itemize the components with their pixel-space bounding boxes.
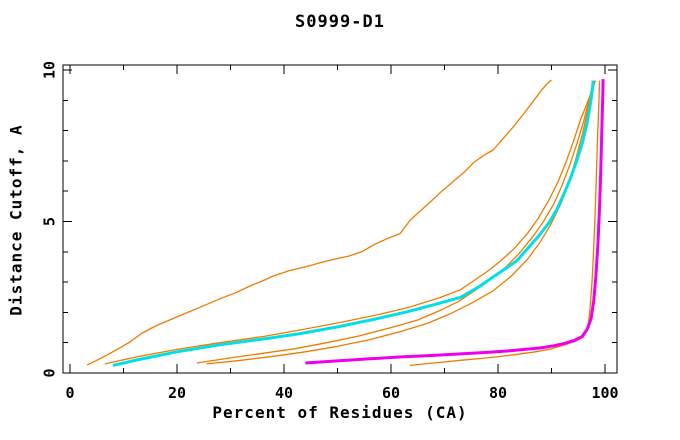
series-line-orange-5 <box>409 80 601 367</box>
series-line-orange-2 <box>104 80 597 365</box>
x-tick-label: 0 <box>65 384 74 402</box>
x-tick-label: 20 <box>168 384 186 402</box>
x-tick-label: 60 <box>382 384 400 402</box>
x-tick-label: 100 <box>591 384 618 402</box>
y-tick-label: 10 <box>41 61 59 79</box>
series-line-magenta <box>305 79 605 365</box>
chart-title: S0999-D1 <box>295 12 385 32</box>
x-axis-label: Percent of Residues (CA) <box>212 403 468 422</box>
series-line-orange-4 <box>206 80 596 365</box>
series-line-cyan <box>112 80 595 367</box>
y-tick-label: 5 <box>41 217 59 226</box>
x-tick-label: 80 <box>489 384 507 402</box>
x-tick-label: 40 <box>275 384 293 402</box>
y-tick-label: 0 <box>41 368 59 377</box>
y-axis-label: Distance Cutoff, A <box>6 124 26 316</box>
series-line-orange-3 <box>196 80 595 364</box>
axis-frame <box>62 64 618 374</box>
series-line-orange-1 <box>86 79 552 366</box>
